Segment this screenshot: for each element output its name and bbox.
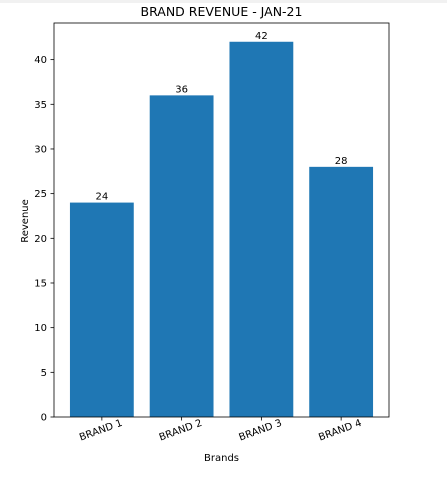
bars-layer <box>69 41 374 418</box>
bar-1 <box>69 202 134 417</box>
bar-value-label-4: 28 <box>335 156 348 167</box>
bar-3 <box>229 41 294 417</box>
y-tick-label: 15 <box>34 278 47 289</box>
x-tick-label-1: BRAND 1 <box>78 418 124 444</box>
y-axis-label: Revenue <box>20 199 31 243</box>
x-tick-label-4: BRAND 4 <box>317 418 363 444</box>
y-tick-label: 10 <box>34 323 47 334</box>
y-tick-label: 40 <box>34 55 47 66</box>
bar-value-label-3: 42 <box>255 31 268 42</box>
x-tick-label-3: BRAND 3 <box>238 418 284 444</box>
value-labels-layer: 24 36 42 28 <box>95 31 347 203</box>
bar-4 <box>309 166 374 417</box>
chart-title: BRAND REVENUE - JAN-21 <box>141 4 303 19</box>
x-tick-label-2: BRAND 2 <box>158 418 204 444</box>
top-strip <box>0 0 447 3</box>
x-axis-label: Brands <box>204 453 239 464</box>
y-ticks-layer: 0 5 10 15 20 25 30 35 40 <box>34 55 54 424</box>
y-tick-label: 0 <box>41 413 47 424</box>
y-tick-label: 25 <box>34 189 47 200</box>
y-tick-label: 35 <box>34 100 47 111</box>
bar-value-label-2: 36 <box>175 84 188 95</box>
y-tick-label: 30 <box>34 144 47 155</box>
x-ticks-layer: BRAND 1 BRAND 2 BRAND 3 BRAND 4 <box>78 417 363 444</box>
bar-value-label-1: 24 <box>95 192 108 203</box>
y-tick-label: 5 <box>41 368 47 379</box>
plot-frame <box>53 22 390 418</box>
bar-2 <box>149 95 214 418</box>
y-tick-label: 20 <box>34 234 47 245</box>
